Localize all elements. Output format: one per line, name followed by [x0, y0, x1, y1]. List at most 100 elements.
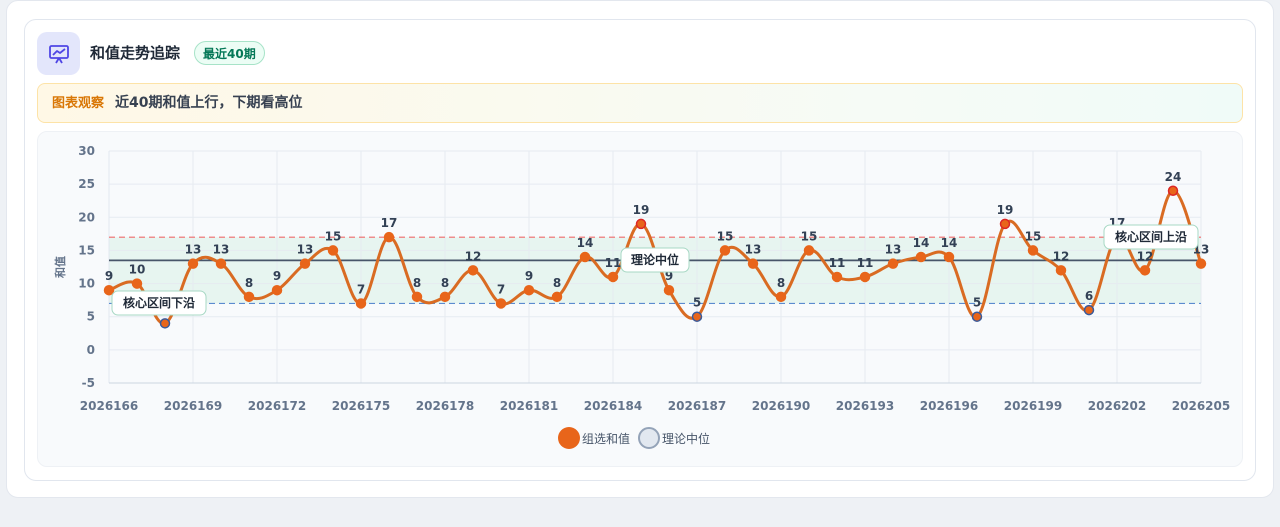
x-tick-label: 2026202 [1088, 399, 1146, 413]
data-label: 11 [829, 256, 846, 270]
data-point [187, 258, 199, 269]
data-point [691, 311, 703, 322]
x-tick-label: 2026199 [1004, 399, 1062, 413]
data-point [271, 284, 283, 296]
data-label: 17 [381, 216, 398, 230]
y-tick-label: 30 [78, 144, 95, 158]
period-badge: 最近40期 [194, 41, 265, 65]
x-tick-label: 2026187 [668, 399, 726, 413]
data-label: 5 [693, 296, 701, 310]
data-label: 6 [1085, 289, 1093, 303]
upper-bound-annotation-text: 核心区间上沿 [1115, 229, 1187, 244]
median-annotation-box [620, 247, 690, 273]
data-point [243, 291, 255, 303]
data-point [1083, 304, 1095, 316]
data-point [355, 298, 367, 309]
data-label: 9 [665, 269, 673, 283]
x-tick-label: 2026196 [920, 399, 978, 413]
y-tick-label: 10 [78, 277, 95, 291]
data-point [915, 251, 927, 263]
data-point [775, 291, 787, 303]
data-point [747, 258, 759, 269]
x-tick-label: 2026205 [1172, 399, 1230, 413]
data-point [327, 245, 339, 256]
chart-legend: 组选和值 理论中位 [558, 426, 718, 450]
data-label: 19 [633, 203, 650, 217]
lower-bound-annotation-text: 核心区间下沿 [123, 295, 195, 310]
x-tick-label: 2026193 [836, 399, 894, 413]
data-point [1167, 185, 1179, 197]
x-tick-label: 2026178 [416, 399, 474, 413]
data-point [999, 218, 1011, 230]
data-label: 8 [245, 276, 253, 290]
x-tick-label: 2026175 [332, 399, 390, 413]
data-point [1139, 265, 1151, 276]
data-point [635, 218, 647, 230]
data-point [551, 291, 563, 303]
data-label: 8 [413, 276, 421, 290]
x-tick-label: 2026181 [500, 399, 558, 413]
data-point [943, 251, 955, 263]
data-point [831, 271, 843, 283]
data-label: 9 [273, 269, 281, 283]
data-label: 12 [1137, 249, 1154, 263]
y-tick-label: 5 [87, 310, 95, 324]
data-point [719, 245, 731, 256]
data-label: 11 [605, 256, 622, 270]
data-point [1195, 258, 1207, 269]
data-point [971, 311, 983, 322]
data-label: 13 [745, 243, 762, 257]
data-label: 12 [1053, 249, 1070, 263]
presentation-chart-icon [48, 44, 69, 63]
x-tick-label: 2026169 [164, 399, 222, 413]
x-tick-label: 2026190 [752, 399, 810, 413]
data-point [607, 271, 619, 283]
data-point [803, 245, 815, 256]
legend-median-swatch [638, 427, 661, 449]
data-point [1027, 245, 1039, 256]
insight-label: 图表观察 [52, 96, 105, 111]
data-point [411, 291, 423, 303]
data-point [439, 291, 451, 303]
data-label: 15 [801, 229, 818, 243]
data-point [523, 284, 535, 296]
insight-text: 近40期和值上行，下期看高位 [115, 95, 303, 111]
upper-bound-annotation-box [1103, 224, 1199, 250]
data-label: 24 [1165, 170, 1182, 184]
data-label: 13 [297, 243, 314, 257]
y-tick-label: 0 [87, 343, 95, 357]
legend-series-label: 组选和值 [582, 431, 631, 446]
data-label: 13 [213, 243, 230, 257]
data-label: 8 [553, 276, 561, 290]
data-label: 11 [857, 256, 874, 270]
data-label: 9 [105, 269, 113, 283]
y-axis-label: 和值 [53, 256, 67, 278]
legend-series-swatch [558, 427, 580, 449]
median-annotation-text: 理论中位 [631, 252, 679, 267]
data-label: 14 [577, 236, 594, 250]
data-label: 5 [973, 296, 981, 310]
data-point [215, 258, 227, 269]
data-label: 12 [465, 249, 482, 263]
data-label: 14 [913, 236, 930, 250]
y-tick-label: 15 [78, 243, 95, 257]
legend-item-median[interactable]: 理论中位 [638, 427, 710, 449]
legend-median-label: 理论中位 [662, 431, 711, 446]
data-label: 15 [1025, 229, 1042, 243]
data-label: 7 [357, 282, 365, 296]
x-tick-label: 2026172 [248, 399, 306, 413]
data-point [859, 271, 871, 283]
x-tick-label: 2026184 [584, 399, 642, 413]
insight-banner: 图表观察 近40期和值上行，下期看高位 [37, 83, 1243, 123]
chart-icon [37, 32, 80, 75]
data-label: 8 [777, 276, 785, 290]
data-label: 8 [441, 276, 449, 290]
data-point [299, 258, 311, 269]
y-tick-label: -5 [82, 376, 95, 390]
lower-bound-annotation-box [111, 290, 207, 316]
data-point [579, 251, 591, 263]
y-tick-label: 25 [78, 177, 95, 191]
data-label: 13 [885, 243, 902, 257]
legend-item-series[interactable]: 组选和值 [558, 427, 630, 449]
